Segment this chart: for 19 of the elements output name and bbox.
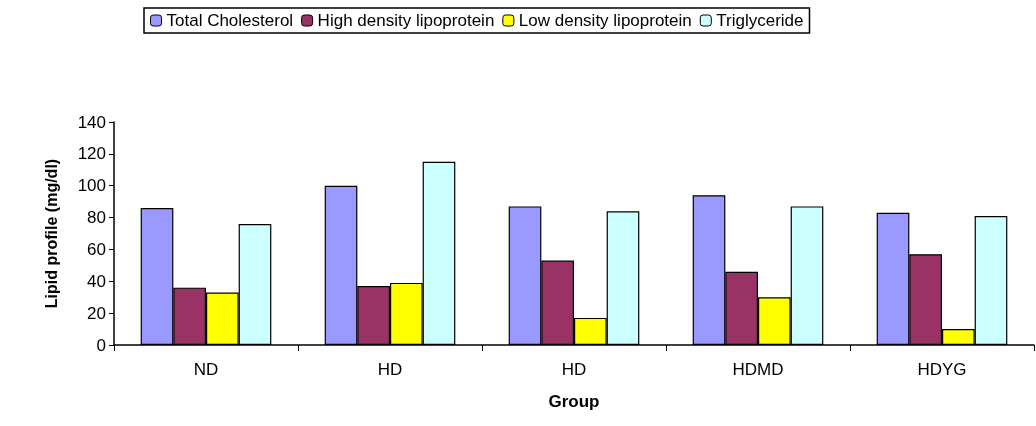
y-axis-title: Lipid profile (mg/dl) — [42, 158, 60, 309]
y-tick-label: 120 — [77, 144, 106, 164]
legend-label: Triglyceride — [716, 11, 804, 30]
y-tick-label: 0 — [96, 335, 106, 355]
x-tick-label: HD — [561, 360, 587, 379]
y-tick-label: 20 — [87, 303, 106, 323]
y-tick-label: 100 — [77, 176, 106, 196]
x-tick-label: HDMD — [732, 360, 784, 379]
y-tick-label: 80 — [87, 208, 106, 228]
y-tick-label: 140 — [77, 112, 106, 132]
legend-label: Total Cholesterol — [166, 11, 294, 30]
y-tick-label: 40 — [87, 271, 106, 291]
x-tick-label: HDYG — [917, 360, 967, 379]
x-tick-label: ND — [193, 360, 219, 379]
legend-label: Low density lipoprotein — [518, 11, 692, 30]
y-tick-label: 60 — [87, 239, 106, 259]
x-tick-label: HD — [377, 360, 403, 379]
legend-label: High density lipoprotein — [317, 11, 495, 30]
x-axis-title: Group — [548, 392, 600, 411]
